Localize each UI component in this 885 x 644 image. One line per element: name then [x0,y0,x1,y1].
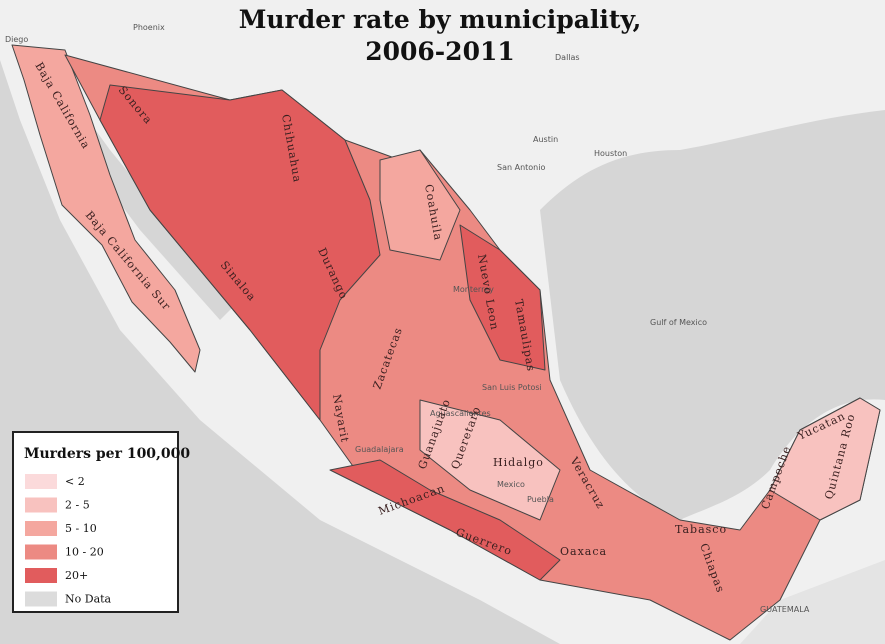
gulf-of-mexico [540,110,885,520]
place-label: Puebla [527,495,554,504]
northeast-region [459,224,546,371]
place-label: Diego [5,35,28,44]
yucatan-region [769,397,881,521]
legend-swatch [25,591,57,607]
place-label: Gulf of Mexico [650,318,707,327]
legend-swatch [25,474,57,489]
legend-label: No Data [65,593,112,606]
legend-title: Murders per 100,000 [24,446,190,462]
baja-california [11,44,201,373]
southwest-coast [329,459,561,581]
state-label: Oaxaca [560,545,607,558]
legend-swatch [25,568,57,583]
central-region [419,399,561,521]
central-america [740,560,885,644]
place-label: Dallas [555,53,580,62]
place-label: GUATEMALA [760,605,810,614]
place-label: Houston [594,149,627,158]
place-label: Mexico [497,480,525,489]
legend-label: 10 - 20 [65,546,104,559]
legend-label: < 2 [65,475,85,488]
legend-label: 5 - 10 [65,522,97,535]
place-label: Monterrey [453,285,494,294]
place-label: Guadalajara [355,445,404,454]
place-labels: Diego Phoenix Dallas Austin San Antonio … [5,23,810,614]
northwest-region [99,84,381,421]
title-line: Murder rate by municipality, [239,5,642,34]
place-label: Aguascalientes [430,409,491,418]
place-label: Phoenix [133,23,165,32]
legend: Murders per 100,000 < 2 2 - 5 5 - 10 10 - 2… [12,431,190,613]
place-label: Austin [533,135,558,144]
title-line: 2006-2011 [365,37,515,66]
legend-label: 20+ [65,569,88,582]
place-label: San Antonio [497,163,545,172]
state-label: Tabasco [675,523,727,536]
legend-swatch [25,497,57,513]
legend-label: 2 - 5 [65,499,90,512]
coahuila-region [379,149,461,261]
state-label: Hidalgo [493,456,544,469]
legend-swatch [25,521,57,536]
place-label: San Luis Potosi [482,383,542,392]
legend-swatch [25,544,57,560]
